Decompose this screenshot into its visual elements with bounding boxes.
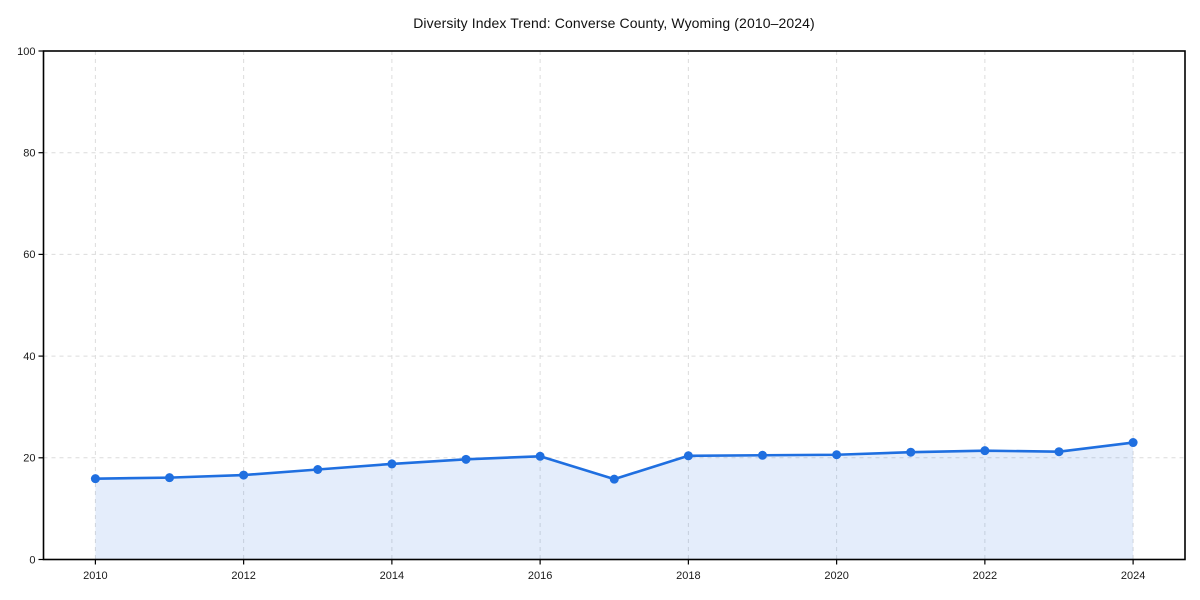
data-point	[1128, 438, 1138, 448]
x-tick-label: 2024	[1121, 570, 1145, 582]
x-tick-label: 2018	[676, 570, 700, 582]
y-tick-label: 40	[23, 351, 35, 363]
x-tick-label: 2016	[528, 570, 552, 582]
data-point	[906, 447, 916, 457]
chart-title: Diversity Index Trend: Converse County, …	[413, 15, 815, 31]
x-tick-label: 2010	[83, 570, 107, 582]
x-tick-label: 2020	[824, 570, 848, 582]
data-point	[683, 451, 693, 461]
data-point	[313, 464, 323, 474]
x-tick-label: 2012	[231, 570, 255, 582]
y-tick-label: 0	[29, 554, 35, 566]
y-tick-label: 20	[23, 453, 35, 465]
series-area-fill	[95, 442, 1134, 560]
data-point	[535, 451, 545, 461]
data-point	[980, 446, 990, 456]
data-point	[832, 450, 842, 460]
data-point	[461, 454, 471, 464]
data-point	[239, 470, 249, 480]
data-point	[757, 450, 767, 460]
y-tick-label: 100	[17, 46, 35, 58]
y-tick-label: 80	[23, 148, 35, 160]
x-tick-label: 2014	[380, 570, 404, 582]
data-point	[1054, 447, 1064, 457]
data-point	[387, 459, 397, 469]
data-point	[90, 474, 100, 484]
data-point	[609, 474, 619, 484]
data-point	[165, 473, 175, 483]
x-tick-label: 2022	[973, 570, 997, 582]
y-tick-label: 60	[23, 249, 35, 261]
plot-border	[42, 50, 1186, 561]
